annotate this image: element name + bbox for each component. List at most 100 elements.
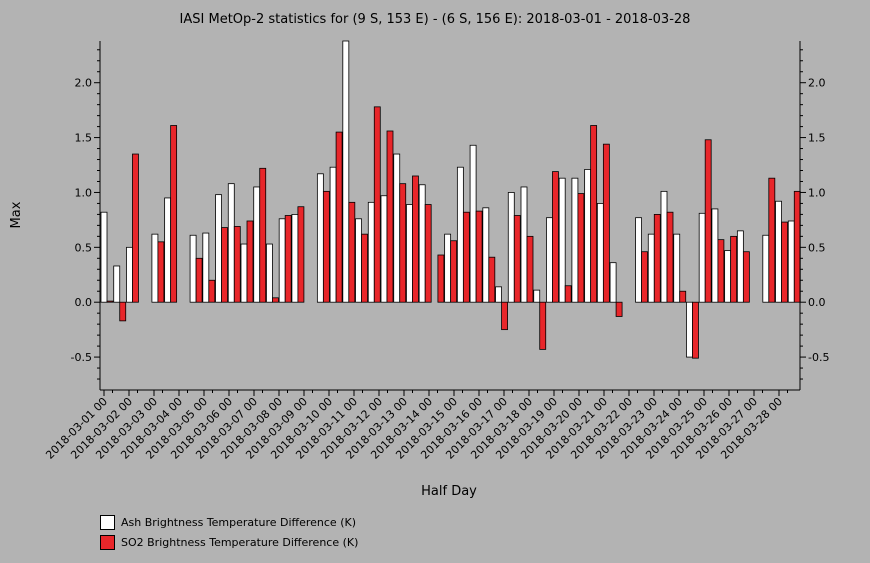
bar-so2-40: [615, 301, 623, 317]
bar-ash-2: [126, 246, 133, 303]
bar-so2-45: [679, 290, 687, 303]
legend-item-ash: Ash Brightness Temperature Difference (K…: [100, 512, 358, 532]
x-axis-label: Half Day: [421, 484, 477, 499]
bar-ash-4: [151, 233, 159, 303]
bar-ash-19: [342, 40, 350, 303]
bar-ash-48: [711, 208, 719, 303]
bar-ash-27: [444, 233, 452, 303]
bar-so2-36: [564, 285, 572, 303]
bar-ash-44: [660, 190, 668, 303]
bar-ash-23: [393, 153, 401, 303]
bar-ash-0: [100, 211, 108, 303]
bar-so2-15: [297, 206, 305, 303]
bar-ash-21: [367, 201, 375, 303]
bar-ash-37: [571, 177, 579, 303]
legend: Ash Brightness Temperature Difference (K…: [100, 512, 358, 552]
bar-ash-22: [380, 195, 388, 303]
bar-so2-22: [386, 130, 394, 303]
bar-so2-25: [424, 204, 432, 303]
bar-so2-21: [373, 106, 381, 303]
y-tick-label-right: 1.0: [808, 186, 826, 199]
bar-so2-9: [221, 227, 228, 303]
bar-so2-20: [361, 233, 368, 303]
bar-ash-10: [227, 183, 235, 303]
bar-so2-31: [501, 301, 508, 331]
bar-ash-52: [762, 234, 770, 303]
bar-ash-14: [278, 218, 286, 303]
bar-so2-29: [475, 210, 483, 303]
y-tick-label-left: 1.5: [75, 132, 93, 145]
bar-ash-49: [724, 250, 732, 303]
bar-so2-14: [284, 215, 292, 303]
bar-ash-38: [584, 169, 592, 303]
bar-so2-27: [450, 240, 458, 303]
bar-so2-48: [717, 239, 725, 303]
bar-so2-50: [742, 251, 750, 303]
bar-ash-53: [775, 200, 782, 303]
bar-ash-11: [240, 243, 248, 303]
bar-so2-35: [552, 171, 559, 303]
y-tick-label-left: 0.5: [75, 241, 93, 254]
y-tick-label-left: -0.5: [71, 351, 92, 364]
bar-so2-32: [513, 215, 521, 303]
bar-ash-25: [418, 184, 426, 303]
legend-swatch-ash: [100, 514, 115, 530]
bar-ash-17: [316, 173, 324, 303]
bar-so2-19: [348, 201, 356, 303]
bar-ash-8: [202, 232, 210, 303]
y-tick-label-right: 0.0: [808, 296, 826, 309]
bar-ash-47: [698, 212, 706, 303]
bar-so2-37: [577, 193, 585, 303]
legend-swatch-so2: [100, 534, 115, 550]
bar-ash-29: [469, 144, 477, 303]
bar-ash-39: [596, 203, 604, 303]
bar-ash-15: [291, 214, 299, 303]
legend-label-so2: SO2 Brightness Temperature Difference (K…: [121, 535, 359, 549]
y-tick-label-right: 2.0: [808, 77, 826, 90]
y-tick-label-right: -0.5: [808, 351, 829, 364]
bar-ash-18: [329, 166, 337, 303]
bar-ash-1: [113, 265, 121, 303]
legend-label-ash: Ash Brightness Temperature Difference (K…: [121, 515, 356, 529]
bar-so2-18: [335, 131, 343, 303]
bar-ash-40: [609, 262, 617, 303]
bar-so2-34: [539, 301, 547, 350]
bar-ash-34: [533, 289, 541, 303]
bar-so2-33: [526, 235, 534, 303]
y-tick-label-left: 1.0: [75, 186, 93, 199]
y-tick-label-left: 2.0: [75, 77, 93, 90]
bar-so2-30: [488, 256, 496, 303]
bar-ash-36: [558, 177, 566, 303]
bar-ash-28: [456, 166, 464, 303]
bar-ash-24: [406, 204, 413, 303]
bar-so2-49: [730, 235, 738, 303]
bar-so2-28: [462, 211, 470, 303]
bar-ash-30: [482, 207, 490, 303]
bar-ash-5: [164, 197, 172, 303]
legend-item-so2: SO2 Brightness Temperature Difference (K…: [100, 532, 358, 552]
bar-so2-4: [157, 241, 165, 303]
bar-ash-7: [189, 234, 197, 303]
bar-ash-9: [215, 194, 222, 303]
bar-ash-43: [647, 233, 655, 303]
bar-so2-46: [692, 301, 699, 359]
bar-ash-35: [546, 217, 553, 303]
y-tick-label-right: 0.5: [808, 241, 826, 254]
bar-so2-13: [272, 297, 279, 303]
bar-so2-8: [208, 279, 216, 303]
bar-so2-17: [322, 190, 330, 303]
bar-ash-54: [787, 220, 795, 303]
bar-so2-7: [195, 257, 203, 303]
bar-so2-0: [106, 300, 114, 303]
bar-so2-43: [653, 214, 661, 303]
bar-so2-44: [666, 211, 674, 303]
bar-so2-26: [437, 254, 445, 303]
bar-so2-23: [399, 183, 407, 303]
bar-ash-50: [736, 230, 744, 303]
bar-ash-31: [495, 286, 502, 303]
bar-so2-11: [246, 220, 254, 303]
bar-so2-42: [641, 251, 648, 303]
bar-ash-46: [686, 301, 693, 358]
